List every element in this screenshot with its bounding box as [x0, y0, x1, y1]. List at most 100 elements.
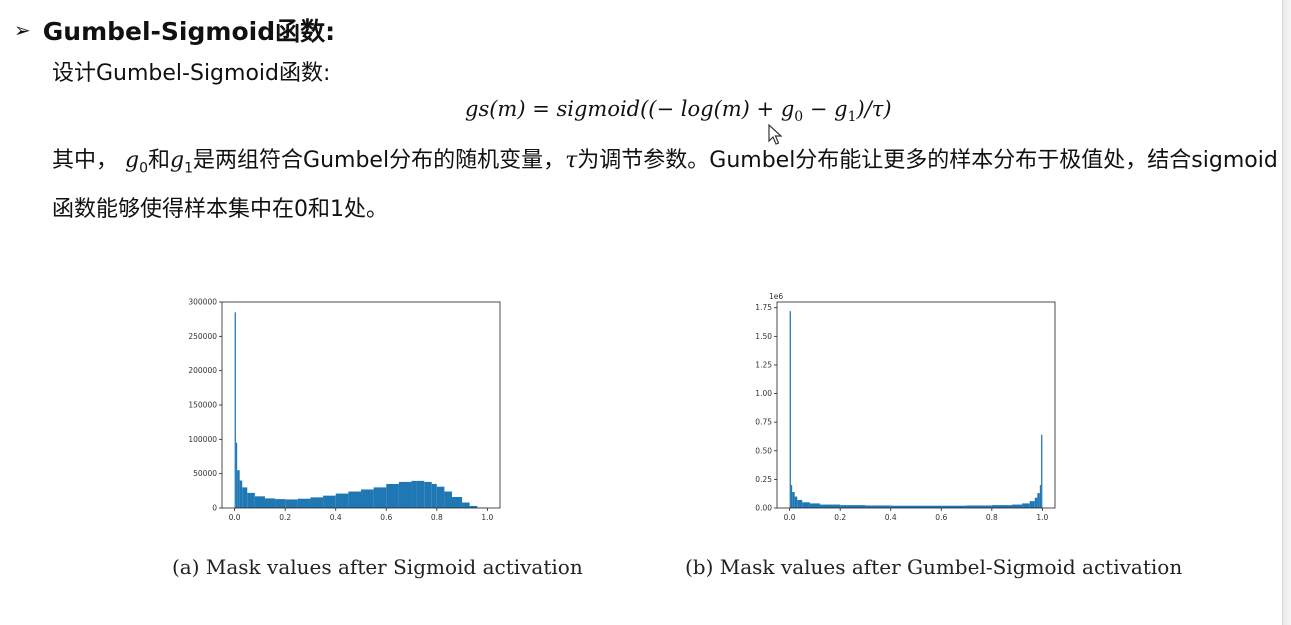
- histogram-bar: [297, 498, 311, 508]
- histogram-bar: [386, 483, 399, 508]
- para-sub1: 1: [184, 160, 194, 177]
- formula-rhs: )/τ): [856, 97, 892, 121]
- section-heading: ➢ Gumbel-Sigmoid函数:: [14, 12, 335, 48]
- histogram-bar: [865, 505, 891, 508]
- y-tick-label: 250000: [188, 332, 217, 341]
- formula-sub1: 1: [847, 109, 857, 126]
- histogram-bar: [790, 485, 793, 508]
- para-part: 其中，: [52, 148, 125, 173]
- histogram-bar: [436, 486, 445, 508]
- plot-frame: [221, 301, 501, 509]
- histogram-bar: [264, 498, 276, 508]
- y-tick-label: 1.00: [755, 389, 772, 398]
- histogram-bar: [373, 487, 387, 508]
- histogram-bar: [254, 496, 265, 508]
- y-tick-label: 1.50: [755, 332, 772, 341]
- histogram-bar: [991, 505, 1013, 508]
- histogram-bar: [819, 504, 841, 508]
- x-tick-label: 1.0: [481, 513, 493, 522]
- histogram-bar: [916, 505, 942, 508]
- x-tick-label: 0.4: [885, 513, 897, 522]
- histogram-bar: [802, 502, 810, 508]
- histogram-bar: [941, 505, 967, 508]
- y-tick-label: 200000: [188, 366, 217, 375]
- histogram-bar: [469, 505, 478, 508]
- mouse-pointer-icon: [768, 124, 783, 145]
- histogram-bar: [348, 491, 361, 508]
- para-part: 和: [148, 148, 171, 173]
- y-tick-label: 0.50: [755, 446, 772, 455]
- x-tick-label: 0.0: [784, 513, 796, 522]
- histogram-bar: [451, 497, 463, 508]
- histogram-bar: [275, 499, 286, 508]
- chart-a-caption: (a) Mask values after Sigmoid activation: [172, 555, 583, 579]
- x-tick-label: 0.2: [279, 513, 291, 522]
- histogram-bar: [797, 499, 803, 508]
- y-tick-label: 0.00: [755, 504, 772, 513]
- x-tick-label: 0.6: [935, 513, 947, 522]
- y-scale-label: 1e6: [769, 292, 783, 301]
- histogram-bar: [789, 311, 791, 508]
- histogram-bar: [794, 496, 798, 508]
- histogram-bar: [242, 487, 248, 508]
- histogram-bar: [234, 312, 236, 508]
- histogram-bar: [1012, 504, 1023, 508]
- y-tick-label: 0.25: [755, 475, 772, 484]
- histogram-bar: [247, 492, 255, 508]
- x-tick-label: 0.0: [229, 513, 241, 522]
- histogram-bar: [310, 497, 324, 508]
- x-tick-label: 0.2: [834, 513, 846, 522]
- x-tick-label: 1.0: [1036, 513, 1048, 522]
- intro-text: 设计Gumbel-Sigmoid函数:: [52, 61, 331, 86]
- y-tick-label: 100000: [188, 435, 217, 444]
- scrollbar[interactable]: [1282, 0, 1291, 625]
- y-tick-label: 1.25: [755, 360, 772, 369]
- y-tick-label: 150000: [188, 401, 217, 410]
- histogram-bar: [1037, 493, 1040, 508]
- heading-title: Gumbel-Sigmoid函数:: [42, 17, 336, 46]
- formula-sub0: 0: [794, 109, 804, 126]
- histogram-bar: [431, 483, 437, 508]
- formula-mid: − g: [803, 97, 848, 121]
- formula-lhs: gs(m) = sigmoid((− log(m) + g: [465, 97, 795, 121]
- histogram-bar: [323, 495, 336, 508]
- y-tick-label: 300000: [188, 298, 217, 307]
- histogram-bar: [1041, 434, 1043, 508]
- plot-frame: [776, 301, 1056, 509]
- histogram-bar: [1029, 501, 1035, 508]
- histogram-bar: [1034, 497, 1038, 508]
- chart-b-caption: (b) Mask values after Gumbel-Sigmoid act…: [685, 555, 1183, 579]
- histogram-bar: [424, 481, 432, 508]
- para-part: 为调节参数。Gumbel分布能让更多的样本分布于极值处，结合sigmoid函数能…: [52, 148, 1278, 223]
- para-var-g1: g: [170, 148, 185, 173]
- y-tick-label: 50000: [193, 469, 217, 478]
- y-tick-label: 0.75: [755, 418, 772, 427]
- sigmoid-histogram-chart: 0.0 0.2 0.4 0.6 0.8 1.0 0 50000 100000 150000 2000…: [188, 298, 501, 522]
- histogram-bar: [1039, 485, 1042, 508]
- para-part: 是两组符合Gumbel分布的随机变量，: [193, 148, 566, 173]
- histogram-bar: [361, 489, 374, 508]
- histogram-bar: [416, 480, 425, 508]
- histogram-bar: [809, 503, 820, 508]
- para-var-tau: τ: [565, 148, 578, 173]
- formula: gs(m) = sigmoid((− log(m) + g0 − g1)/τ): [465, 97, 892, 125]
- histogram-bar: [444, 491, 452, 508]
- histogram-bar: [966, 505, 992, 508]
- histogram-bar: [239, 480, 243, 508]
- histogram-bar: [840, 505, 866, 508]
- histogram-bar: [462, 502, 470, 508]
- y-tick-label: 0: [212, 504, 217, 513]
- description-paragraph: 其中， g0和g1是两组符合Gumbel分布的随机变量，τ为调节参数。Gumbe…: [52, 140, 1287, 231]
- histogram-bar: [335, 493, 349, 508]
- para-sub0: 0: [139, 160, 149, 177]
- histogram-bar: [411, 480, 417, 508]
- x-tick-label: 0.8: [431, 513, 443, 522]
- arrow-bullet-icon: ➢: [14, 18, 31, 42]
- para-var-g0: g: [125, 148, 140, 173]
- histogram-bar: [285, 499, 298, 508]
- histogram-bar: [235, 442, 238, 508]
- x-tick-label: 0.4: [330, 513, 342, 522]
- histogram-bar: [890, 505, 916, 508]
- y-tick-label: 1.75: [755, 303, 772, 312]
